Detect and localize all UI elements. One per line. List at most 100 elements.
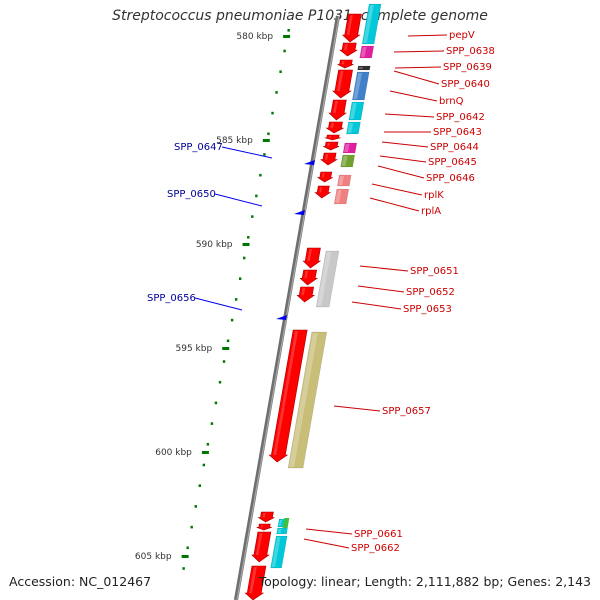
minor-tick <box>234 298 238 301</box>
gene-label: brnQ <box>439 96 464 107</box>
cog-block <box>282 518 290 528</box>
blue-triangle-marker-icon <box>276 315 287 320</box>
major-tick <box>283 35 291 38</box>
marker-label: SPP_0650 <box>167 189 216 200</box>
minor-tick <box>214 401 218 405</box>
cog-block <box>346 121 361 135</box>
cog-block <box>361 3 382 45</box>
gene-arrow <box>251 531 272 563</box>
kbp-tick-track: 580 kbp 585 kbp 590 kbp 595 kbp 600 kbp 605 k… <box>135 29 291 570</box>
minor-tick <box>202 463 206 467</box>
gene-label: SPP_0653 <box>403 304 452 315</box>
minor-tick <box>271 111 274 115</box>
minor-tick <box>279 70 282 73</box>
minor-tick <box>259 173 262 177</box>
gene-arrow <box>328 99 347 121</box>
genome-backbone <box>233 15 341 600</box>
gene-leader-line <box>394 66 442 69</box>
cog-block <box>315 250 340 308</box>
cog-block <box>359 45 375 59</box>
cog-block <box>352 71 370 101</box>
gene-label: SPP_0642 <box>436 112 485 123</box>
minor-tick <box>210 422 214 425</box>
gene-leader-line <box>377 165 425 179</box>
cog-block <box>342 142 358 154</box>
gene-leader-line <box>351 301 402 310</box>
marker-label: SPP_0647 <box>174 142 223 153</box>
marker-leader-line <box>194 297 243 311</box>
gene-leader-line <box>303 538 350 549</box>
scale-label: 605 kbp <box>135 552 172 562</box>
gene-leader-line <box>357 285 405 293</box>
blue-triangle-marker-icon <box>294 210 305 215</box>
gene-leader-line <box>359 265 409 272</box>
minor-tick <box>267 132 270 136</box>
gene-arrow <box>320 152 338 166</box>
cog-block <box>340 154 356 168</box>
gene-label: SPP_0651 <box>410 266 459 277</box>
gene-arrow <box>299 269 319 286</box>
marker-track: SPP_0647 SPP_0650 SPP_0656 <box>147 142 315 320</box>
minor-tick <box>275 91 278 94</box>
gene-arrow <box>302 247 322 269</box>
scale-label: 595 kbp <box>176 344 213 354</box>
minor-tick <box>230 318 234 322</box>
gene-arrow <box>257 511 275 523</box>
minor-tick <box>186 546 189 550</box>
gene-label: SPP_0661 <box>354 529 403 540</box>
gene-label: rplK <box>424 190 444 201</box>
cog-block <box>357 65 371 71</box>
blue-triangle-marker-icon <box>304 160 315 165</box>
gene-label: rplA <box>421 206 441 217</box>
scale-label: 585 kbp <box>216 136 253 146</box>
gene-label: SPP_0657 <box>382 406 431 417</box>
gene-arrow <box>324 134 341 141</box>
minor-tick <box>226 339 230 343</box>
major-tick <box>201 451 209 454</box>
minor-tick <box>206 443 210 446</box>
gene-arrow <box>341 13 362 43</box>
minor-tick <box>283 49 286 53</box>
minor-tick <box>251 215 254 218</box>
gene-leader-line <box>393 70 440 85</box>
scale-label: 580 kbp <box>236 32 273 42</box>
gene-label: SPP_0652 <box>406 287 455 298</box>
gene-arrow <box>339 42 359 57</box>
major-tick <box>181 555 189 558</box>
minor-tick <box>287 29 290 32</box>
gene-arrow <box>314 185 332 199</box>
gene-leader-line <box>333 405 381 412</box>
scale-label: 590 kbp <box>196 240 233 250</box>
minor-tick <box>182 567 185 570</box>
minor-tick <box>218 380 222 384</box>
gene-label: SPP_0643 <box>433 127 482 138</box>
gene-leader-line <box>384 113 435 118</box>
backbone-line <box>233 15 341 600</box>
gene-label: SPP_0638 <box>446 46 495 57</box>
minor-tick <box>238 277 242 280</box>
minor-tick <box>247 236 250 239</box>
gene-arrow <box>337 59 354 69</box>
gene-leader-line <box>389 90 438 102</box>
gene-leader-line <box>369 197 420 212</box>
gene-leader-line <box>407 34 448 37</box>
gene-arrow <box>296 286 316 303</box>
gene-label: SPP_0640 <box>441 79 490 90</box>
major-tick <box>222 347 230 350</box>
accession-text: Accession: NC_012467 <box>9 574 152 589</box>
genome-title: Streptococcus pneumoniae P1031, complete… <box>112 8 488 24</box>
gene-leader-line <box>393 50 445 53</box>
genome-stats-text: Topology: linear; Length: 2,111,882 bp; … <box>258 574 591 589</box>
minor-tick <box>222 360 226 363</box>
cog-block <box>337 174 352 187</box>
cog-block <box>348 101 365 121</box>
cog-block <box>270 535 288 569</box>
gene-label-layer: pepV SPP_0638 SPP_0639 SPP_0640 brnQ SPP_0642… <box>303 30 495 554</box>
gene-arrow <box>268 329 308 463</box>
marker-leader-line <box>214 193 263 207</box>
gene-leader-line <box>379 155 427 163</box>
gene-label: SPP_0644 <box>430 142 479 153</box>
gene-label: pepV <box>449 30 475 41</box>
gene-leader-line <box>371 183 423 196</box>
